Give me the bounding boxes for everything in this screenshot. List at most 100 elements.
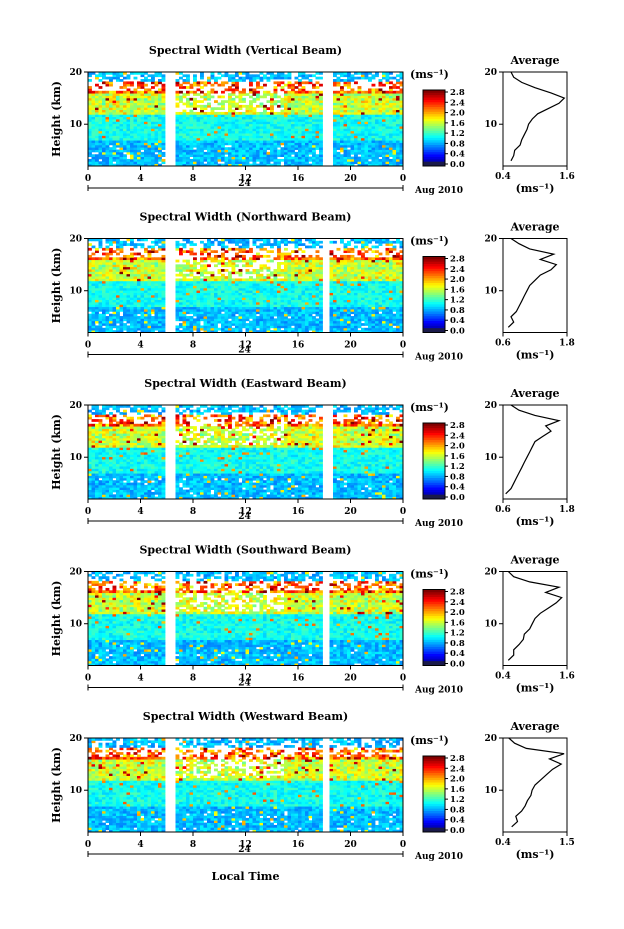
heatmap-cell [343,114,348,118]
heatmap-cell [88,297,92,300]
heatmap-cell [245,135,250,139]
profile-x-tick-label: 0.4 [495,172,511,182]
heatmap-cell [102,81,106,85]
heatmap-cell [347,151,351,155]
heatmap-cell [245,294,250,298]
heatmap-cell [399,330,404,333]
heatmap-cell [298,107,302,110]
heatmap-cell [242,283,246,286]
heatmap-cell [207,313,211,317]
heatmap-cell [88,323,92,326]
heatmap-cell [343,276,348,279]
heatmap-cell [214,299,218,303]
heatmap-cell [228,86,232,89]
heatmap-cell [371,309,376,312]
heatmap-cell [144,294,148,298]
heatmap-cell [228,156,232,160]
heatmap-cell [382,292,386,296]
heatmap-cell [95,107,99,110]
heatmap-cell [371,163,376,167]
heatmap-cell [245,123,250,127]
heatmap-cell [301,154,306,157]
heatmap-cell [144,123,148,127]
heatmap-cell [102,290,106,293]
heatmap-cell [385,130,390,134]
heatmap-cell [147,111,152,115]
heatmap-cell [137,144,141,148]
heatmap-cell [252,133,257,136]
heatmap-cell [193,280,197,284]
heatmap-cell [126,299,131,303]
heatmap-cell [305,121,309,125]
heatmap-cell [249,306,253,310]
heatmap-cell [385,137,390,141]
heatmap-cell [263,313,267,317]
heatmap-cell [259,149,264,153]
heatmap-cell [210,316,215,319]
heatmap-cell [137,287,141,291]
heatmap-cell [221,313,225,317]
heatmap-cell [298,93,302,96]
heatmap-cell [238,306,243,310]
heatmap-cell [147,119,152,122]
heatmap-cell [179,330,183,333]
heatmap-cell [140,79,145,82]
heatmap-cell [144,327,148,331]
heatmap-cell [88,278,92,282]
heatmap-cell [301,158,306,162]
heatmap-cell [343,126,348,129]
heatmap-cell [329,290,334,293]
heatmap-cell [266,161,271,165]
heatmap-cell [210,330,215,333]
heatmap-cell [308,304,313,308]
heatmap-cell [224,147,229,150]
heatmap-cell [179,135,183,139]
heatmap-cell [95,325,99,329]
heatmap-cell [95,149,99,153]
heatmap-cell [116,311,120,315]
heatmap-cell [361,301,365,305]
heatmap-cell [301,137,306,141]
heatmap-cell [301,97,306,101]
heatmap-cell [382,301,386,305]
heatmap-cell [189,128,194,132]
heatmap-cell [333,142,337,146]
heatmap-cell [270,119,274,122]
heatmap-cell [154,90,159,94]
heatmap-cell [252,290,257,293]
heatmap-cell [294,309,299,312]
heatmap-cell [350,128,355,132]
heatmap-cell [347,123,351,127]
heatmap-cell [312,123,316,127]
heatmap-cell [109,285,113,289]
heatmap-cell [105,116,110,120]
heatmap-cell [347,126,351,129]
heatmap-cell [312,323,316,326]
heatmap-cell [214,309,218,312]
heatmap-cell [217,149,222,153]
heatmap-cell [399,81,404,85]
heatmap-cell [133,327,138,331]
heatmap-cell [151,102,155,106]
heatmap-cell [298,133,302,136]
heatmap-cell [378,100,383,103]
heatmap-cell [126,121,131,125]
heatmap-cell [102,311,106,315]
heatmap-cell [280,316,285,319]
heatmap-cell [378,276,383,279]
heatmap-cell [249,104,253,108]
heatmap-cell [312,90,316,94]
heatmap-cell [228,93,232,96]
heatmap-cell [242,147,246,150]
heatmap-cell [238,128,243,132]
heatmap-cell [259,86,264,89]
heatmap-cell [396,90,400,94]
heatmap-cell [294,163,299,167]
heatmap-cell [130,301,134,305]
heatmap-cell [263,301,267,305]
heatmap-cell [203,309,208,312]
heatmap-cell [354,142,358,146]
heatmap-cell [354,313,358,317]
heatmap-cell [196,323,201,326]
heatmap-cell [105,280,110,284]
